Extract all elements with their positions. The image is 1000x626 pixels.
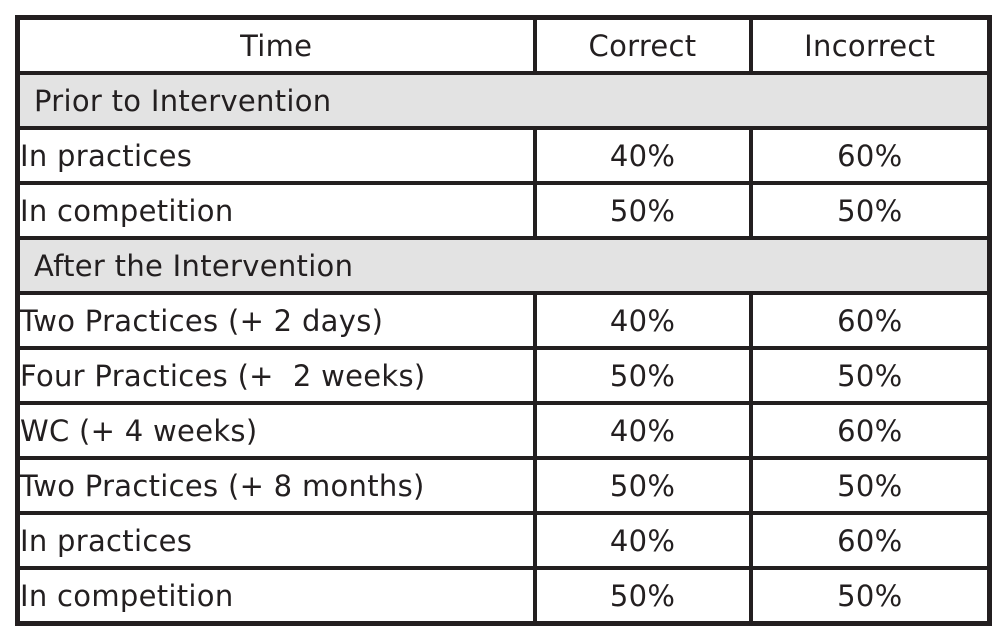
table-row: WC (+ 4 weeks) 40% 60% xyxy=(15,401,992,460)
time-cell: In practices xyxy=(15,511,537,570)
time-cell: In competition xyxy=(15,566,537,626)
header-row: Time Correct Incorrect xyxy=(15,15,992,75)
time-cell: WC (+ 4 weeks) xyxy=(15,401,537,460)
table-row: Four Practices (+ 2 weeks) 50% 50% xyxy=(15,346,992,405)
table-row: In competition 50% 50% xyxy=(15,566,992,626)
correct-cell: 50% xyxy=(532,346,753,405)
table-row: In practices 40% 60% xyxy=(15,126,992,185)
incorrect-cell: 50% xyxy=(748,181,992,240)
table-row: In practices 40% 60% xyxy=(15,511,992,570)
incorrect-cell: 60% xyxy=(748,291,992,350)
correct-cell: 50% xyxy=(532,456,753,515)
table-row: Two Practices (+ 2 days) 40% 60% xyxy=(15,291,992,350)
section-title: After the Intervention xyxy=(15,236,992,295)
table-row: Two Practices (+ 8 months) 50% 50% xyxy=(15,456,992,515)
incorrect-cell: 50% xyxy=(748,456,992,515)
incorrect-cell: 50% xyxy=(748,346,992,405)
incorrect-cell: 60% xyxy=(748,511,992,570)
correct-cell: 50% xyxy=(532,566,753,626)
section-header-prior: Prior to Intervention xyxy=(15,71,992,130)
correct-cell: 40% xyxy=(532,126,753,185)
col-header-incorrect: Incorrect xyxy=(748,15,992,75)
incorrect-cell: 50% xyxy=(748,566,992,626)
incorrect-cell: 60% xyxy=(748,401,992,460)
time-cell: Four Practices (+ 2 weeks) xyxy=(15,346,537,405)
time-cell: In competition xyxy=(15,181,537,240)
correct-cell: 40% xyxy=(532,511,753,570)
time-cell: In practices xyxy=(15,126,537,185)
col-header-correct: Correct xyxy=(532,15,753,75)
table-row: In competition 50% 50% xyxy=(15,181,992,240)
intervention-results-table: Time Correct Incorrect Prior to Interven… xyxy=(15,15,992,626)
correct-cell: 40% xyxy=(532,291,753,350)
incorrect-cell: 60% xyxy=(748,126,992,185)
time-cell: Two Practices (+ 8 months) xyxy=(15,456,537,515)
col-header-time: Time xyxy=(15,15,537,75)
section-header-after: After the Intervention xyxy=(15,236,992,295)
correct-cell: 40% xyxy=(532,401,753,460)
time-cell: Two Practices (+ 2 days) xyxy=(15,291,537,350)
section-title: Prior to Intervention xyxy=(15,71,992,130)
correct-cell: 50% xyxy=(532,181,753,240)
